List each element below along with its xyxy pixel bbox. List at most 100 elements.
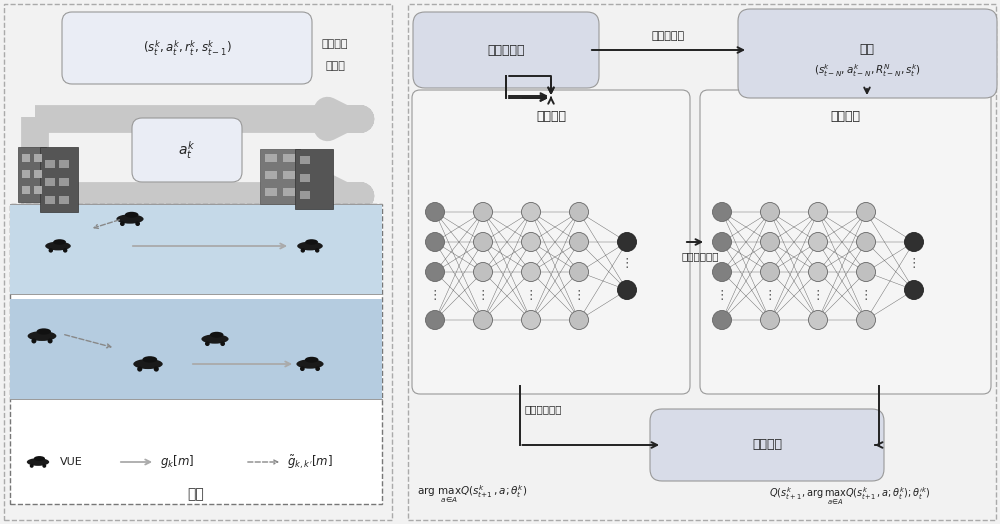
Bar	[34, 170, 42, 178]
Text: 网络参数复制: 网络参数复制	[681, 251, 719, 261]
Text: ⋮: ⋮	[621, 257, 633, 270]
Ellipse shape	[37, 329, 51, 335]
Circle shape	[474, 263, 492, 281]
Circle shape	[474, 311, 492, 330]
Bar	[300, 156, 310, 164]
FancyBboxPatch shape	[412, 90, 690, 394]
Circle shape	[425, 202, 444, 222]
Bar	[300, 174, 310, 182]
Ellipse shape	[210, 332, 224, 338]
Circle shape	[569, 233, 588, 252]
FancyBboxPatch shape	[62, 12, 312, 84]
Circle shape	[425, 263, 444, 281]
Circle shape	[137, 366, 142, 372]
Circle shape	[712, 202, 732, 222]
Bar	[283, 154, 295, 162]
Circle shape	[220, 341, 225, 346]
Text: 目标网络: 目标网络	[830, 110, 860, 123]
Bar	[22, 170, 30, 178]
FancyBboxPatch shape	[413, 12, 599, 88]
Bar	[59, 160, 69, 168]
Circle shape	[904, 233, 924, 252]
Circle shape	[315, 248, 319, 253]
Text: 损失函数: 损失函数	[752, 439, 782, 452]
Circle shape	[522, 202, 540, 222]
Text: 环境: 环境	[188, 487, 204, 501]
Circle shape	[425, 233, 444, 252]
Bar	[408, 4, 996, 520]
Text: $g_k[m]$: $g_k[m]$	[160, 453, 194, 471]
Text: ⋮: ⋮	[429, 289, 441, 302]
Text: ⋮: ⋮	[908, 257, 920, 270]
Bar	[300, 191, 310, 199]
FancyBboxPatch shape	[738, 9, 997, 98]
Ellipse shape	[201, 334, 229, 344]
Ellipse shape	[27, 458, 49, 466]
Circle shape	[48, 339, 53, 343]
Bar	[59, 196, 69, 204]
Circle shape	[63, 248, 67, 253]
Circle shape	[315, 366, 320, 371]
Ellipse shape	[116, 214, 144, 224]
Ellipse shape	[34, 456, 45, 461]
Circle shape	[808, 311, 828, 330]
Circle shape	[856, 202, 876, 222]
Circle shape	[712, 233, 732, 252]
Text: $\arg\,\max_{a\in A}Q(s_{t+1}^k,a;\theta_t^k)$: $\arg\,\max_{a\in A}Q(s_{t+1}^k,a;\theta…	[417, 483, 527, 505]
Text: $\tilde{g}_{k,k^{\prime}}[m]$: $\tilde{g}_{k,k^{\prime}}[m]$	[287, 453, 333, 471]
Bar	[10, 204, 382, 504]
Ellipse shape	[53, 239, 66, 245]
Ellipse shape	[133, 359, 163, 369]
Circle shape	[301, 248, 305, 253]
Ellipse shape	[142, 356, 157, 363]
Bar	[40, 147, 78, 212]
Ellipse shape	[297, 242, 323, 250]
Circle shape	[760, 233, 780, 252]
Circle shape	[569, 263, 588, 281]
Ellipse shape	[305, 239, 318, 245]
Bar	[59, 178, 69, 186]
Ellipse shape	[45, 242, 71, 250]
Text: ⋮: ⋮	[764, 289, 776, 302]
Bar	[18, 147, 46, 202]
Bar	[34, 186, 42, 194]
Circle shape	[205, 341, 210, 346]
Ellipse shape	[28, 331, 56, 341]
Text: 小批量采样: 小批量采样	[651, 31, 685, 41]
Bar	[260, 149, 300, 204]
Text: 现实网络: 现实网络	[536, 110, 566, 123]
Ellipse shape	[305, 357, 318, 363]
Circle shape	[30, 464, 34, 468]
Text: 级处理: 级处理	[325, 61, 345, 71]
Bar	[265, 171, 277, 179]
Bar	[10, 204, 382, 294]
Bar	[22, 186, 30, 194]
Circle shape	[31, 339, 36, 343]
Circle shape	[618, 233, 637, 252]
Bar	[34, 154, 42, 162]
Circle shape	[760, 263, 780, 281]
Bar	[265, 188, 277, 196]
Circle shape	[522, 233, 540, 252]
Circle shape	[856, 233, 876, 252]
Circle shape	[120, 221, 125, 226]
Ellipse shape	[296, 359, 324, 369]
Text: ⋮: ⋮	[812, 289, 824, 302]
Circle shape	[474, 202, 492, 222]
Circle shape	[712, 311, 732, 330]
Bar	[4, 4, 392, 520]
Bar	[283, 188, 295, 196]
Circle shape	[856, 263, 876, 281]
Circle shape	[154, 366, 159, 372]
Text: $(s_t^k, a_t^k, r_t^k, s_{t-1}^k)$: $(s_t^k, a_t^k, r_t^k, s_{t-1}^k)$	[143, 38, 231, 58]
Text: 随机梯度下降: 随机梯度下降	[525, 404, 562, 414]
Circle shape	[856, 311, 876, 330]
Bar	[45, 196, 55, 204]
Circle shape	[808, 202, 828, 222]
FancyBboxPatch shape	[650, 409, 884, 481]
Bar	[45, 160, 55, 168]
Circle shape	[808, 233, 828, 252]
Text: $Q(s_{t+1}^k,\arg\max_{a\in A}Q(s_{t+1}^k,a;\theta_t^k);\theta_t^{\prime k})$: $Q(s_{t+1}^k,\arg\max_{a\in A}Q(s_{t+1}^…	[769, 485, 931, 507]
FancyBboxPatch shape	[700, 90, 991, 394]
Bar	[10, 299, 382, 399]
